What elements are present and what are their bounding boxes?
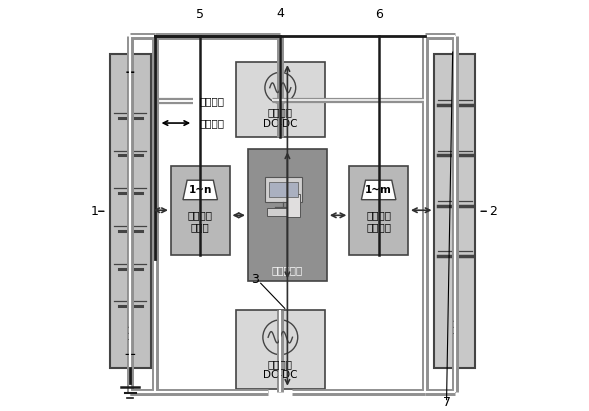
Text: 双向低压
DC-DC: 双向低压 DC-DC <box>263 107 297 129</box>
Text: 6: 6 <box>375 8 383 21</box>
Text: · · ·: · · · <box>449 319 459 334</box>
Text: 控制信号: 控制信号 <box>199 118 224 128</box>
Text: 1: 1 <box>90 205 98 218</box>
Bar <box>349 166 408 255</box>
Text: 双向高压
DC-DC: 双向高压 DC-DC <box>263 359 297 381</box>
Text: 4: 4 <box>276 7 284 20</box>
Bar <box>236 62 325 137</box>
Text: · · ·: · · · <box>125 325 135 340</box>
Text: 超级电容
开关矩阵: 超级电容 开关矩阵 <box>366 210 391 232</box>
Bar <box>236 309 325 389</box>
Bar <box>267 208 300 216</box>
Bar <box>435 54 475 368</box>
Bar <box>287 194 300 217</box>
Polygon shape <box>362 180 396 200</box>
Text: 5: 5 <box>196 8 204 21</box>
Text: 1~m: 1~m <box>365 185 392 195</box>
Text: 1~n: 1~n <box>188 185 212 195</box>
Text: 7: 7 <box>442 395 451 409</box>
Polygon shape <box>183 180 217 200</box>
Bar <box>248 150 327 281</box>
Bar <box>110 54 151 368</box>
Text: 2: 2 <box>489 205 497 218</box>
Text: 3: 3 <box>252 272 259 286</box>
Text: −: − <box>124 347 137 362</box>
Text: 锂电池开
关矩阵: 锂电池开 关矩阵 <box>188 210 213 232</box>
Polygon shape <box>265 177 302 201</box>
Bar <box>269 182 297 197</box>
Bar <box>171 166 230 255</box>
Text: 均衡控制器: 均衡控制器 <box>272 265 303 275</box>
Text: +: + <box>125 66 135 79</box>
Text: 动力电流: 动力电流 <box>199 96 224 106</box>
